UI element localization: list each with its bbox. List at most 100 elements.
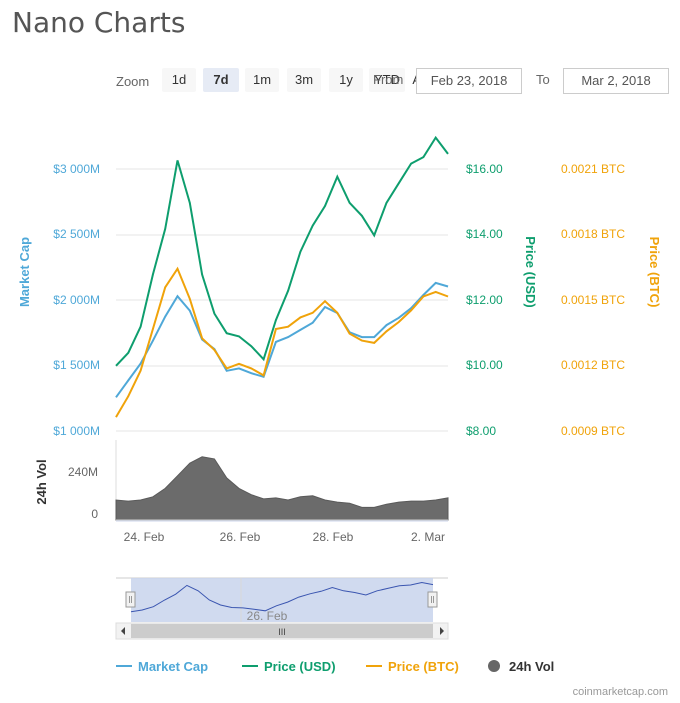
data-point-price-btc bbox=[336, 312, 338, 314]
data-point-price-usd bbox=[312, 224, 314, 226]
data-point-market-cap bbox=[373, 336, 375, 338]
scrollbar-thumb[interactable] bbox=[131, 624, 433, 638]
navigator-right-handle[interactable] bbox=[427, 591, 438, 608]
data-points bbox=[115, 136, 449, 418]
data-point-price-btc bbox=[435, 291, 437, 293]
data-point-market-cap bbox=[398, 317, 400, 319]
data-point-market-cap bbox=[435, 282, 437, 284]
data-point-market-cap bbox=[164, 315, 166, 317]
data-point-price-btc bbox=[348, 332, 350, 334]
data-point-price-btc bbox=[299, 316, 301, 318]
data-point-price-btc bbox=[238, 363, 240, 365]
legend-item-price-usd[interactable]: Price (USD) bbox=[242, 659, 336, 674]
data-point-price-btc bbox=[201, 337, 203, 339]
data-point-price-btc bbox=[324, 300, 326, 302]
data-point-price-btc bbox=[176, 268, 178, 270]
legend-label: Price (BTC) bbox=[388, 659, 459, 674]
data-point-price-usd bbox=[189, 202, 191, 204]
price-usd-tick: $12.00 bbox=[466, 293, 503, 307]
data-point-price-btc bbox=[262, 374, 264, 376]
to-date-input[interactable]: Mar 2, 2018 bbox=[563, 68, 669, 94]
navigator-series-line bbox=[130, 581, 434, 613]
series-price-usd-line bbox=[115, 135, 449, 367]
legend-item-24h-vol[interactable]: 24h Vol bbox=[488, 659, 554, 674]
data-point-price-usd bbox=[275, 319, 277, 321]
price-btc-axis: 0.0009 BTC 0.0012 BTC 0.0015 BTC 0.0018 … bbox=[561, 162, 625, 438]
zoom-button-ytd[interactable]: YTD bbox=[369, 68, 405, 92]
from-label: From bbox=[373, 72, 404, 87]
data-point-market-cap bbox=[238, 367, 240, 369]
zoom-button-1m[interactable]: 1m bbox=[245, 68, 279, 92]
data-point-price-btc bbox=[361, 339, 363, 341]
data-point-market-cap bbox=[324, 306, 326, 308]
price-usd-axis-title: Price (USD) bbox=[523, 236, 538, 308]
navigator-left-handle[interactable] bbox=[125, 591, 136, 608]
data-point-market-cap bbox=[226, 370, 228, 372]
data-point-market-cap bbox=[447, 285, 449, 287]
data-point-price-usd bbox=[115, 365, 117, 367]
data-point-price-usd bbox=[176, 159, 178, 161]
navigator[interactable]: 26. Feb bbox=[116, 577, 448, 623]
data-point-price-btc bbox=[115, 416, 117, 418]
price-usd-tick: $14.00 bbox=[466, 227, 503, 241]
legend: Market Cap Price (USD) Price (BTC) 24h V… bbox=[116, 659, 554, 674]
data-point-price-usd bbox=[226, 332, 228, 334]
market-cap-tick: $2 000M bbox=[53, 293, 100, 307]
price-btc-tick: 0.0012 BTC bbox=[561, 358, 625, 372]
price-btc-tick: 0.0021 BTC bbox=[561, 162, 625, 176]
data-point-price-btc bbox=[189, 298, 191, 300]
data-point-price-usd bbox=[152, 273, 154, 275]
data-point-price-usd bbox=[262, 358, 264, 360]
x-tick-label: 24. Feb bbox=[124, 530, 165, 544]
data-point-price-usd bbox=[336, 176, 338, 178]
data-point-price-btc bbox=[373, 342, 375, 344]
data-point-price-usd bbox=[299, 251, 301, 253]
zoom-button-1y[interactable]: 1y bbox=[329, 68, 363, 92]
x-axis: 24. Feb 26. Feb 28. Feb 2. Mar bbox=[124, 530, 445, 544]
market-cap-axis-title: Market Cap bbox=[17, 237, 32, 307]
price-usd-tick: $10.00 bbox=[466, 358, 503, 372]
scrollbar[interactable]: III bbox=[115, 622, 449, 640]
data-point-price-btc bbox=[139, 370, 141, 372]
data-point-price-btc bbox=[385, 330, 387, 332]
credit-link[interactable]: coinmarketcap.com bbox=[572, 686, 668, 698]
price-usd-axis: $8.00 $10.00 $12.00 $14.00 $16.00 bbox=[466, 162, 503, 438]
zoom-button-7d[interactable]: 7d bbox=[203, 68, 239, 92]
scroll-right-arrow-icon[interactable] bbox=[440, 627, 444, 635]
data-point-price-btc bbox=[250, 367, 252, 369]
from-date-input[interactable]: Feb 23, 2018 bbox=[416, 68, 522, 94]
volume-tick: 0 bbox=[91, 507, 98, 521]
legend-item-price-btc[interactable]: Price (BTC) bbox=[366, 659, 459, 674]
data-point-price-btc bbox=[287, 326, 289, 328]
data-point-market-cap bbox=[410, 307, 412, 309]
price-btc-tick: 0.0015 BTC bbox=[561, 293, 625, 307]
volume-axis: 0 240M bbox=[68, 465, 98, 521]
data-point-price-usd bbox=[127, 352, 129, 354]
data-point-market-cap bbox=[385, 324, 387, 326]
data-point-market-cap bbox=[287, 336, 289, 338]
data-point-market-cap bbox=[127, 379, 129, 381]
data-point-price-usd bbox=[422, 156, 424, 158]
scroll-left-arrow-icon[interactable] bbox=[121, 627, 125, 635]
data-point-price-btc bbox=[226, 367, 228, 369]
legend-item-market-cap[interactable]: Market Cap bbox=[116, 659, 208, 674]
data-point-market-cap bbox=[250, 372, 252, 374]
zoom-button-3m[interactable]: 3m bbox=[287, 68, 321, 92]
data-point-market-cap bbox=[152, 340, 154, 342]
data-point-price-usd bbox=[250, 345, 252, 347]
x-tick-label: 26. Feb bbox=[220, 530, 261, 544]
data-point-market-cap bbox=[361, 336, 363, 338]
market-cap-tick: $1 000M bbox=[53, 424, 100, 438]
data-point-price-usd bbox=[164, 228, 166, 230]
series-market-cap-line bbox=[115, 281, 449, 398]
market-cap-tick: $3 000M bbox=[53, 162, 100, 176]
data-point-price-btc bbox=[275, 328, 277, 330]
data-point-price-usd bbox=[213, 312, 215, 314]
zoom-button-1d[interactable]: 1d bbox=[162, 68, 196, 92]
data-point-price-usd bbox=[398, 182, 400, 184]
data-point-price-usd bbox=[410, 162, 412, 164]
volume-tick: 240M bbox=[68, 465, 98, 479]
navigator-selection[interactable] bbox=[131, 578, 433, 622]
market-cap-axis: $1 000M $1 500M $2 000M $2 500M $3 000M bbox=[53, 162, 100, 438]
